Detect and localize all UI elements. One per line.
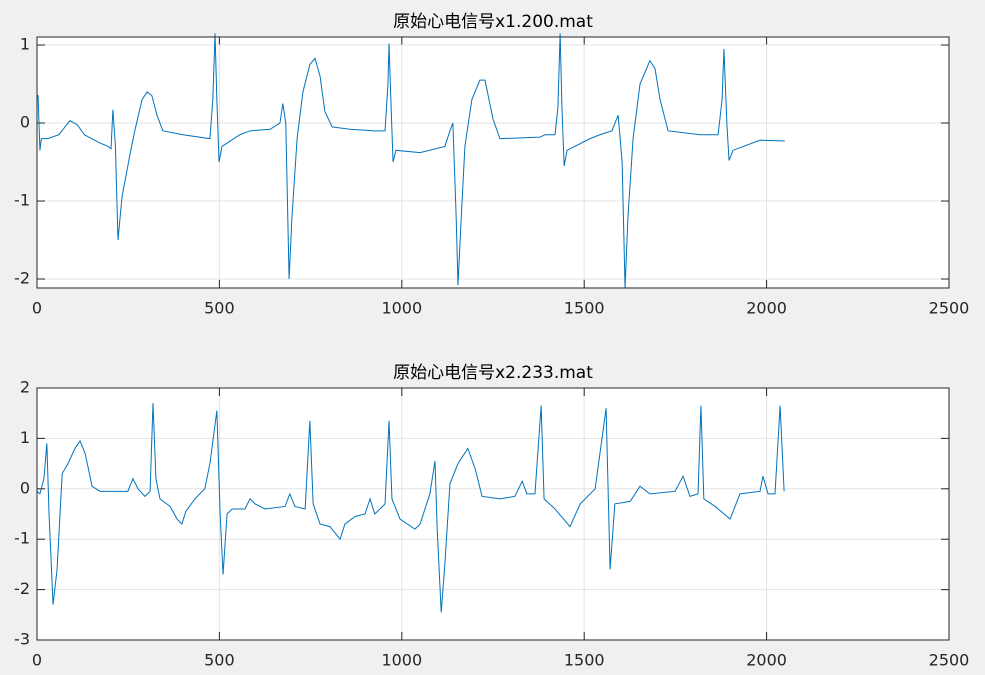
y-tick-label: -1 — [14, 191, 30, 210]
y-tick-label: 0 — [20, 478, 30, 497]
x-tick-label: 1500 — [564, 299, 605, 318]
y-tick-label: 1 — [20, 428, 30, 447]
y-tick-label: 2 — [20, 378, 30, 397]
axes-box — [36, 387, 950, 641]
x-tick-label: 2500 — [929, 651, 970, 670]
signal-line — [36, 403, 785, 613]
x-tick-label: 0 — [32, 299, 42, 318]
x-tick-label: 1000 — [381, 651, 422, 670]
chart-title: 原始心电信号x2.233.mat — [393, 363, 593, 383]
x-tick-label: 2000 — [746, 299, 787, 318]
axes-box — [36, 36, 950, 289]
x-tick-label: 1500 — [564, 651, 605, 670]
y-tick-label: -2 — [14, 579, 30, 598]
x-tick-label: 0 — [32, 651, 42, 670]
x-tick-label: 2000 — [746, 651, 787, 670]
y-tick-label: -3 — [14, 630, 30, 649]
y-tick-label: -2 — [14, 269, 30, 288]
x-tick-label: 2500 — [929, 299, 970, 318]
x-tick-label: 500 — [204, 299, 235, 318]
axes-background — [37, 388, 949, 640]
y-tick-label: 1 — [20, 35, 30, 54]
x-tick-label: 500 — [204, 651, 235, 670]
axes-background — [37, 37, 949, 288]
x-tick-label: 1000 — [381, 299, 422, 318]
chart-title: 原始心电信号x1.200.mat — [393, 12, 593, 32]
y-tick-label: 0 — [20, 113, 30, 132]
y-tick-label: -1 — [14, 529, 30, 548]
